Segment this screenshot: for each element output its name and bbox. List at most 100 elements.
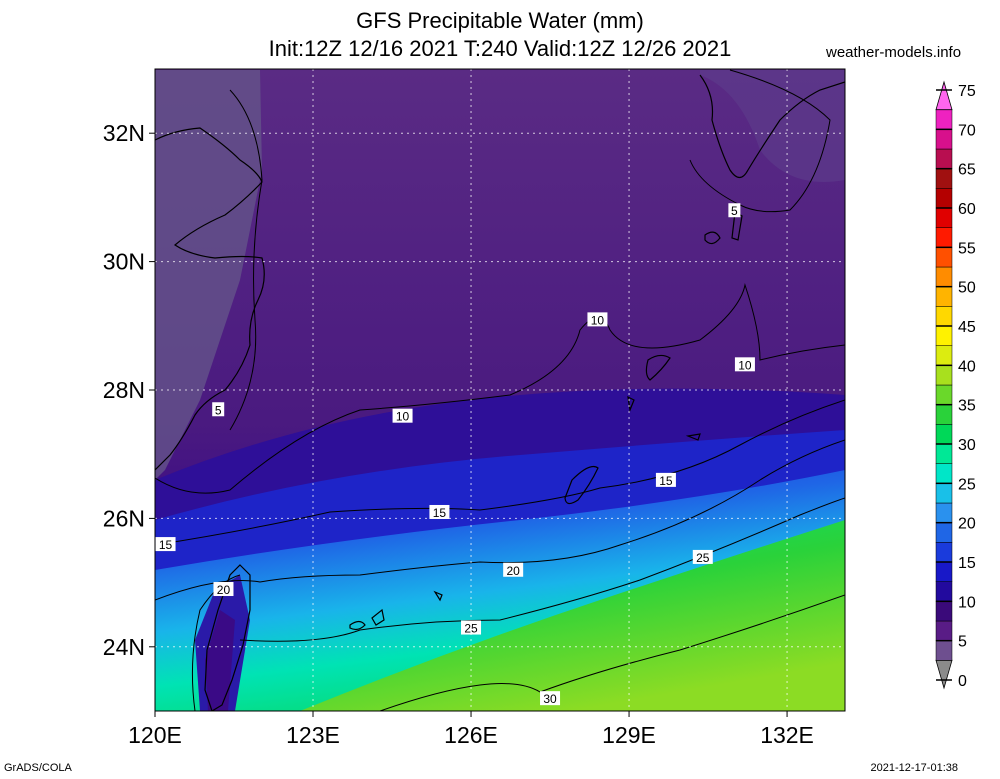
contour-label-box	[429, 504, 450, 519]
contour-label: 10	[591, 313, 605, 327]
colorbar-segment	[935, 424, 953, 445]
colorbar-segment	[935, 266, 953, 287]
contour-label: 20	[217, 583, 231, 597]
colorbar-label: 50	[958, 280, 976, 297]
colorbar-segment	[935, 80, 953, 111]
colorbar-label: 40	[958, 358, 976, 375]
colorbar-label: 75	[958, 83, 976, 100]
colorbar-segment	[935, 384, 953, 405]
contour-label-box	[734, 357, 755, 372]
colorbar-label: 10	[958, 594, 976, 611]
contour-label: 5	[731, 204, 738, 218]
contour-label-box	[503, 562, 524, 577]
contour-label-box	[212, 402, 225, 417]
colorbar-segment	[935, 207, 953, 228]
lat-tick-label: 28N	[103, 377, 145, 403]
senkaku-coast	[433, 590, 443, 602]
lon-tick-label: 120E	[128, 722, 182, 748]
contour-label-box	[728, 203, 741, 218]
contour-15	[155, 399, 845, 546]
colorbar-segment	[935, 286, 953, 307]
map-subtitle: Init:12Z 12/16 2021 T:240 Valid:12Z 12/2…	[268, 36, 732, 61]
contour-label-box	[587, 312, 608, 327]
contour-label: 15	[433, 506, 447, 520]
lon-tick-label: 129E	[602, 722, 656, 748]
colorbar-label: 30	[958, 437, 976, 454]
colorbar-label: 0	[958, 673, 967, 690]
contour-taiwan-20	[191, 574, 241, 711]
colorbar-segment	[935, 168, 953, 189]
axis-ticks: 120E 123E 126E 129E 132E 24N 26N 28N 30N 32N	[103, 120, 814, 748]
colorbar-segment	[935, 640, 953, 661]
colorbar: 0 5 10 15 20 25 30 35 40 45 50 55 60 65 70 75	[935, 80, 976, 690]
colorbar-segment	[935, 227, 953, 248]
colorbar-label: 25	[958, 476, 976, 493]
contour-label-box	[213, 582, 234, 597]
colorbar-label: 45	[958, 319, 976, 336]
colorbar-label: 20	[958, 516, 976, 533]
lat-tick-label: 30N	[103, 249, 145, 275]
colorbar-label: 35	[958, 398, 976, 415]
contour-label-box	[655, 472, 676, 487]
colorbar-label: 60	[958, 201, 976, 218]
contour-20	[155, 439, 845, 601]
grads-credit: GrADS/COLA	[4, 762, 72, 774]
contour-label: 10	[396, 410, 410, 424]
contour-label: 5	[215, 403, 222, 417]
colorbar-segment	[935, 659, 953, 690]
contour-label-box	[392, 408, 413, 423]
colorbar-segment	[935, 483, 953, 504]
colorbar-segment	[935, 561, 953, 582]
colorbar-segment	[935, 365, 953, 386]
contour-label: 10	[738, 358, 752, 372]
colorbar-label: 70	[958, 122, 976, 139]
ishigaki-coast	[349, 620, 366, 631]
contour-10	[155, 283, 845, 494]
contour-30	[379, 594, 845, 711]
contour-25	[239, 497, 845, 642]
china-coast-dry-zone	[155, 70, 262, 480]
contour-label: 25	[696, 551, 710, 565]
taiwan-coastline	[204, 564, 251, 711]
tanegashima-coast	[704, 231, 721, 245]
okinawa-coast	[564, 465, 599, 505]
colorbar-segment	[935, 247, 953, 268]
colorbar-label: 5	[958, 634, 967, 651]
contour-label-box	[461, 620, 482, 635]
colorbar-segment	[935, 601, 953, 622]
colorbar-segment	[935, 463, 953, 484]
japan-dry-zone	[700, 70, 845, 182]
amami-coast	[645, 354, 671, 381]
humid-band-30	[300, 520, 845, 711]
lon-tick-label: 123E	[286, 722, 340, 748]
lon-tick-label: 132E	[760, 722, 814, 748]
colorbar-segment	[935, 620, 953, 641]
colorbar-segment	[935, 502, 953, 523]
colorbar-segment	[935, 581, 953, 602]
lat-tick-label: 26N	[103, 505, 145, 531]
colorbar-segment	[935, 325, 953, 346]
map-title: GFS Precipitable Water (mm)	[356, 8, 644, 33]
contour-label-box	[692, 549, 713, 564]
colorbar-segment	[935, 345, 953, 366]
china-coastline	[155, 127, 265, 471]
gridlines	[155, 69, 845, 711]
contour-5-east	[689, 69, 831, 213]
daito-coast	[685, 433, 701, 441]
colorbar-segment	[935, 522, 953, 543]
colorbar-segment	[935, 148, 953, 169]
field-layer	[155, 69, 845, 711]
lat-tick-label: 24N	[103, 634, 145, 660]
colorbar-segment	[935, 188, 953, 209]
contour-label: 15	[159, 538, 173, 552]
contour-label-box	[155, 537, 176, 552]
colorbar-segment	[935, 109, 953, 130]
contour-label-box	[540, 691, 561, 706]
contour-labels: 5 5 10 10 10 15 15 15 20 20 25 25 30	[155, 203, 755, 706]
colorbar-segment	[935, 306, 953, 327]
contour-label: 20	[506, 564, 520, 578]
contour-label: 15	[659, 474, 673, 488]
colorbar-segment	[935, 129, 953, 150]
taiwan-core	[205, 610, 235, 711]
